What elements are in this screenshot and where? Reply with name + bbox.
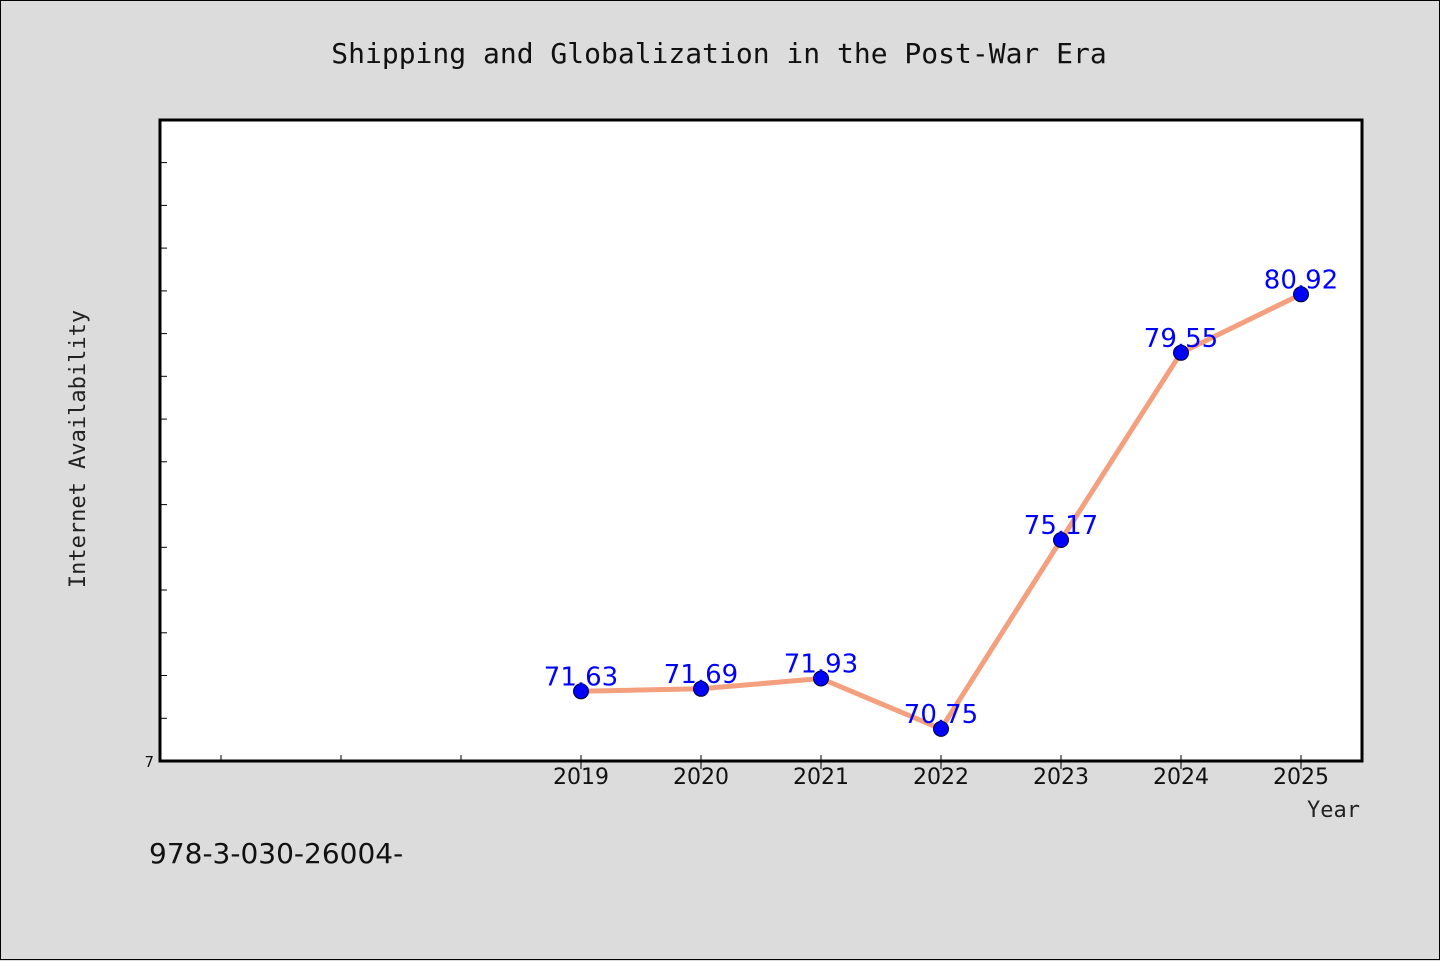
x-tick-label: 2019 bbox=[553, 765, 609, 790]
chart-title: Shipping and Globalization in the Post-W… bbox=[331, 37, 1106, 70]
data-label: 80.92 bbox=[1264, 265, 1338, 295]
x-tick-label: 2022 bbox=[913, 765, 969, 790]
data-point bbox=[813, 670, 829, 687]
data-label: 71.93 bbox=[784, 650, 858, 680]
y-tick-label: 7 bbox=[144, 753, 154, 771]
x-tick-label: 2023 bbox=[1033, 765, 1089, 790]
x-tick-label: 2025 bbox=[1273, 765, 1329, 790]
y-axis-label: Internet Availability bbox=[66, 310, 91, 588]
data-point bbox=[573, 683, 589, 700]
x-axis: 2019 2020 2021 2022 2023 2024 2025 bbox=[220, 755, 1329, 790]
plot-area bbox=[158, 118, 1364, 763]
y-axis bbox=[160, 162, 167, 719]
footnote-text: 978-3-030-26004- bbox=[149, 837, 403, 870]
data-point bbox=[693, 680, 709, 697]
data-label: 70.75 bbox=[904, 700, 978, 730]
data-label: 71.63 bbox=[544, 662, 618, 692]
x-tick-label: 2020 bbox=[673, 765, 729, 790]
data-point bbox=[933, 720, 949, 737]
data-point bbox=[1053, 532, 1069, 548]
x-tick-label: 2021 bbox=[793, 765, 849, 790]
x-tick-label: 2024 bbox=[1153, 765, 1209, 790]
data-label: 75.17 bbox=[1024, 511, 1098, 541]
data-point bbox=[1293, 286, 1309, 303]
x-axis-label: Year bbox=[1307, 798, 1360, 823]
data-point bbox=[1173, 344, 1189, 361]
data-label: 71.69 bbox=[664, 660, 738, 690]
data-label: 79.55 bbox=[1144, 324, 1218, 354]
series-group: 71.63 71.69 71.93 70.75 75.17 79.55 80.92 bbox=[544, 265, 1338, 737]
